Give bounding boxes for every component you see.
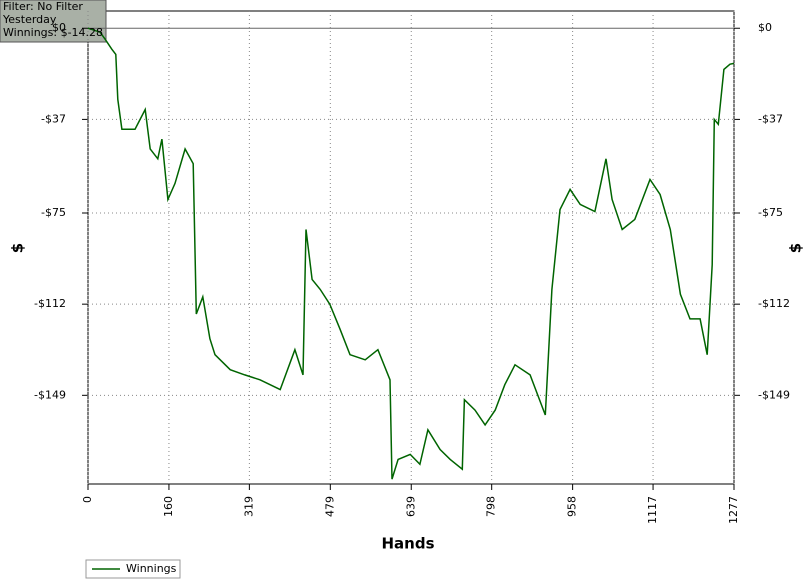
x-axis-label: Hands bbox=[381, 535, 434, 553]
y-tick-label: $0 bbox=[52, 21, 66, 34]
x-tick-label: 639 bbox=[404, 496, 417, 517]
x-tick-label: 1117 bbox=[646, 496, 659, 524]
series-line bbox=[87, 27, 735, 480]
y2-tick-label: -$149 bbox=[758, 388, 790, 401]
info-text: Winnings: $-14.28 bbox=[3, 26, 103, 39]
y-axis-label: $ bbox=[9, 243, 27, 253]
y2-tick-label: -$75 bbox=[758, 206, 783, 219]
x-tick-label: 0 bbox=[81, 496, 94, 503]
x-tick-label: 798 bbox=[485, 496, 498, 517]
y2-tick-label: $0 bbox=[758, 21, 772, 34]
x-tick-label: 958 bbox=[566, 496, 579, 517]
legend bbox=[85, 559, 181, 579]
x-tick-label: 160 bbox=[162, 496, 175, 517]
x-tick-label: 319 bbox=[242, 496, 255, 517]
y2-axis-label: $ bbox=[787, 243, 805, 253]
y-tick-label: -$75 bbox=[41, 206, 66, 219]
x-tick-label: 479 bbox=[323, 496, 336, 517]
info-text: Filter: No Filter bbox=[3, 0, 83, 13]
y-tick-label: -$149 bbox=[34, 388, 66, 401]
y2-tick-label: -$37 bbox=[758, 112, 783, 125]
legend-label: Winnings bbox=[126, 562, 177, 575]
y2-tick-label: -$112 bbox=[758, 297, 790, 310]
x-tick-label: 1277 bbox=[727, 496, 740, 524]
y-tick-label: -$37 bbox=[41, 112, 66, 125]
info-text: Yesterday bbox=[2, 13, 57, 26]
y-tick-label: -$112 bbox=[34, 297, 66, 310]
